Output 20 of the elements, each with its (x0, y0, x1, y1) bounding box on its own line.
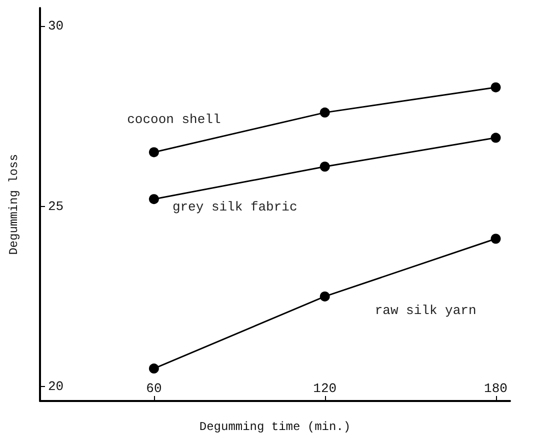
point (490, 234, 501, 244)
point (148, 147, 159, 158)
point (490, 132, 501, 143)
y-tick-label: 25 (48, 198, 64, 214)
point (320, 108, 330, 118)
point (148, 194, 159, 204)
x-tick-label: 120 (313, 381, 337, 396)
y-tick-label: 20 (48, 379, 64, 394)
point (490, 82, 501, 92)
x-tick-label: 180 (484, 381, 508, 396)
series-label: grey silk fabric (172, 200, 298, 215)
series-label: raw silk yarn (374, 302, 476, 318)
point (320, 162, 330, 172)
x-axis-title: Degumming time (min.) (199, 420, 351, 434)
series-label: cocoon shell (127, 112, 221, 128)
x-tick-label: 60 (146, 381, 162, 396)
point (320, 291, 330, 302)
point (148, 364, 159, 374)
y-axis-title: Degumming loss (7, 154, 21, 255)
y-tick-label: 30 (48, 18, 64, 34)
